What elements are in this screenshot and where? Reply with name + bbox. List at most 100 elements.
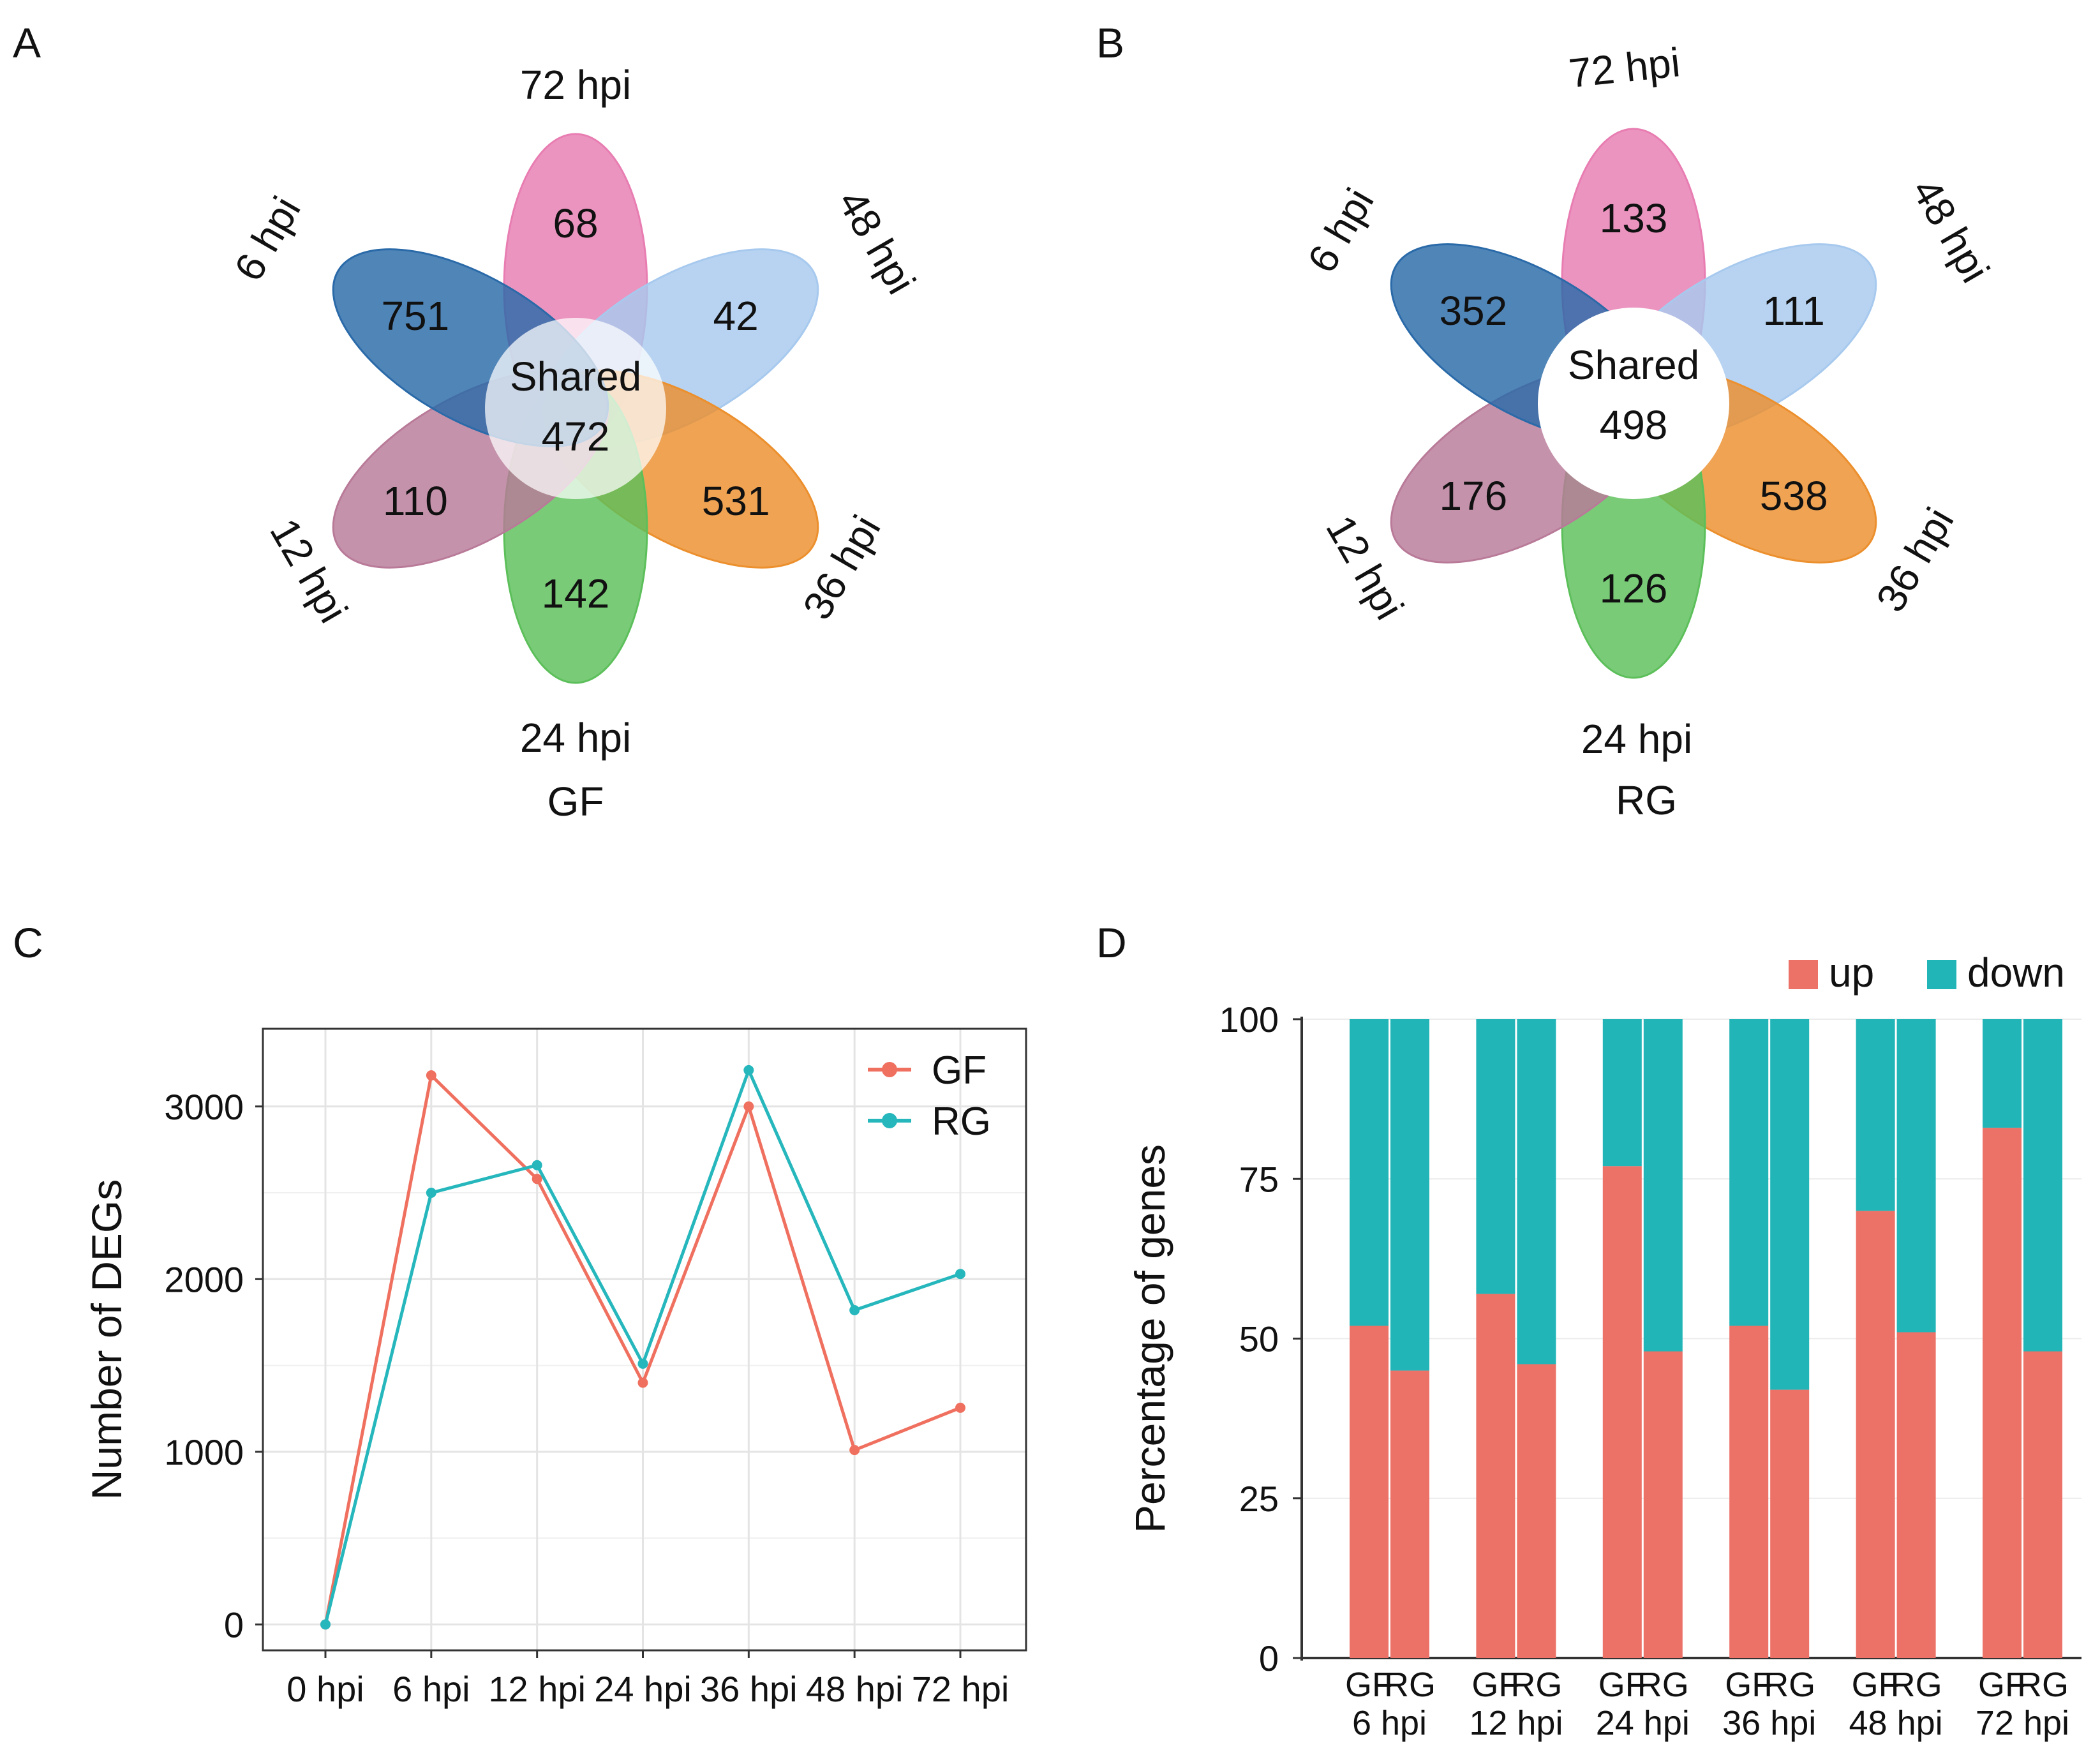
data-point-gf	[532, 1174, 542, 1184]
x-tick-label: 6 hpi	[392, 1669, 470, 1709]
x-group-label: 72 hpi	[1976, 1704, 2069, 1742]
petal-count-48hpi: 42	[713, 293, 759, 339]
x-subcategory-label: GF	[1978, 1666, 2026, 1704]
x-group-label: 48 hpi	[1849, 1704, 1943, 1742]
bar-up-rg-12hpi	[1517, 1364, 1556, 1658]
bar-up-gf-6hpi	[1350, 1326, 1389, 1658]
legend-label-gf: GF	[932, 1049, 987, 1093]
x-group-label: 6 hpi	[1352, 1704, 1427, 1742]
petal-label-6hpi: 6 hpi	[225, 189, 309, 288]
plot-border	[262, 1027, 1027, 1652]
data-point-rg	[320, 1619, 331, 1630]
y-tick-label: 2000	[164, 1259, 244, 1299]
x-subcategory-label: RG	[1510, 1666, 1562, 1704]
y-tick-label: 50	[1239, 1319, 1279, 1359]
y-tick-label: 100	[1219, 999, 1279, 1040]
x-subcategory-label: RG	[2017, 1666, 2069, 1704]
y-tick-label: 75	[1239, 1159, 1279, 1199]
bar-down-gf-72hpi	[1983, 1019, 2022, 1128]
y-tick-label: 1000	[164, 1432, 244, 1472]
x-tick-label: 24 hpi	[594, 1669, 692, 1709]
petal-label-24hpi: 24 hpi	[1581, 716, 1692, 762]
venn-diagram-rg: 133 111 538 126 176 352 Shared 498 72 hpi 48 hpi 3…	[1299, 39, 1999, 823]
petal-label-48hpi: 48 hpi	[829, 182, 925, 301]
data-point-rg	[426, 1188, 436, 1199]
legend-label-down: down	[1967, 950, 2065, 996]
x-subcategory-label: RG	[1764, 1666, 1815, 1704]
venn-group-label: RG	[1616, 777, 1677, 823]
x-subcategory-label: RG	[1891, 1666, 1942, 1704]
petal-count-12hpi: 110	[383, 478, 448, 524]
data-point-gf	[955, 1402, 965, 1413]
bar-up-gf-24hpi	[1602, 1166, 1642, 1658]
data-point-gf	[743, 1101, 754, 1112]
bar-down-rg-6hpi	[1390, 1019, 1429, 1371]
data-point-rg	[955, 1269, 965, 1280]
x-subcategory-label: GF	[1852, 1666, 1900, 1704]
petal-count-6hpi: 352	[1439, 288, 1507, 334]
x-subcategory-label: GF	[1598, 1666, 1646, 1704]
y-tick-label: 0	[224, 1604, 244, 1645]
bar-up-gf-48hpi	[1856, 1211, 1895, 1658]
grid	[263, 1029, 1026, 1650]
x-subcategory-label: GF	[1725, 1666, 1773, 1704]
x-group-label: 24 hpi	[1596, 1704, 1690, 1742]
x-tick-label: 12 hpi	[488, 1669, 586, 1709]
y-tick-label: 3000	[164, 1087, 244, 1127]
petal-count-72hpi: 133	[1600, 195, 1668, 241]
bar-down-gf-24hpi	[1602, 1019, 1642, 1167]
x-tick-label: 36 hpi	[700, 1669, 798, 1709]
petal-count-6hpi: 751	[381, 293, 449, 339]
shared-circle	[485, 318, 666, 499]
legend-swatch-down	[1927, 960, 1956, 989]
bar-up-gf-72hpi	[1983, 1128, 2022, 1658]
legend-swatch-up	[1789, 960, 1818, 989]
bar-up-rg-36hpi	[1770, 1389, 1810, 1658]
x-tick-label: 48 hpi	[806, 1669, 904, 1709]
bar-up-gf-36hpi	[1729, 1326, 1769, 1658]
legend-label-rg: RG	[932, 1100, 991, 1144]
petal-label-72hpi: 72 hpi	[520, 62, 631, 108]
petal-label-24hpi: 24 hpi	[520, 715, 631, 761]
shared-label: Shared	[1568, 342, 1699, 388]
petal-count-72hpi: 68	[553, 200, 598, 246]
bar-up-gf-12hpi	[1476, 1294, 1515, 1658]
x-group-label: 12 hpi	[1469, 1704, 1563, 1742]
bar-down-gf-12hpi	[1476, 1019, 1515, 1294]
panel-label-c: C	[13, 919, 43, 966]
petal-label-6hpi: 6 hpi	[1299, 181, 1383, 280]
bar-down-gf-48hpi	[1856, 1019, 1895, 1211]
bar-down-rg-24hpi	[1643, 1019, 1683, 1352]
bar-up-rg-48hpi	[1896, 1332, 1936, 1658]
petal-count-36hpi: 538	[1760, 473, 1828, 519]
data-point-gf	[637, 1377, 648, 1388]
petal-label-36hpi: 36 hpi	[1867, 500, 1963, 619]
petal-count-36hpi: 531	[702, 478, 770, 524]
legend-marker-rg	[882, 1113, 897, 1128]
petal-label-72hpi: 72 hpi	[1567, 39, 1682, 96]
bar-down-rg-12hpi	[1517, 1019, 1556, 1364]
bar-up-rg-24hpi	[1643, 1351, 1683, 1658]
petal-count-48hpi: 111	[1763, 288, 1825, 334]
data-point-rg	[532, 1160, 542, 1170]
bar-down-gf-36hpi	[1729, 1019, 1769, 1326]
y-tick-label: 25	[1239, 1479, 1279, 1519]
petal-label-48hpi: 48 hpi	[1903, 170, 1999, 290]
panel-label-a: A	[13, 19, 41, 66]
petal-count-24hpi: 126	[1600, 565, 1668, 611]
line-chart-degs: 0 1000 2000 3000 0 hpi 6 hpi 12 hpi 24 hpi 36 hp…	[83, 1027, 1027, 1709]
legend-marker-gf	[882, 1062, 897, 1077]
x-subcategory-label: GF	[1345, 1666, 1393, 1704]
data-point-gf	[426, 1070, 436, 1081]
shared-count: 498	[1600, 402, 1668, 448]
y-axis-title: Number of DEGs	[83, 1179, 130, 1500]
bar-down-rg-36hpi	[1770, 1019, 1810, 1390]
data-point-rg	[743, 1064, 754, 1075]
panel-label-b: B	[1096, 19, 1124, 66]
data-point-gf	[849, 1445, 860, 1456]
bar-up-rg-72hpi	[2023, 1351, 2062, 1658]
x-tick-label: 0 hpi	[287, 1669, 364, 1709]
